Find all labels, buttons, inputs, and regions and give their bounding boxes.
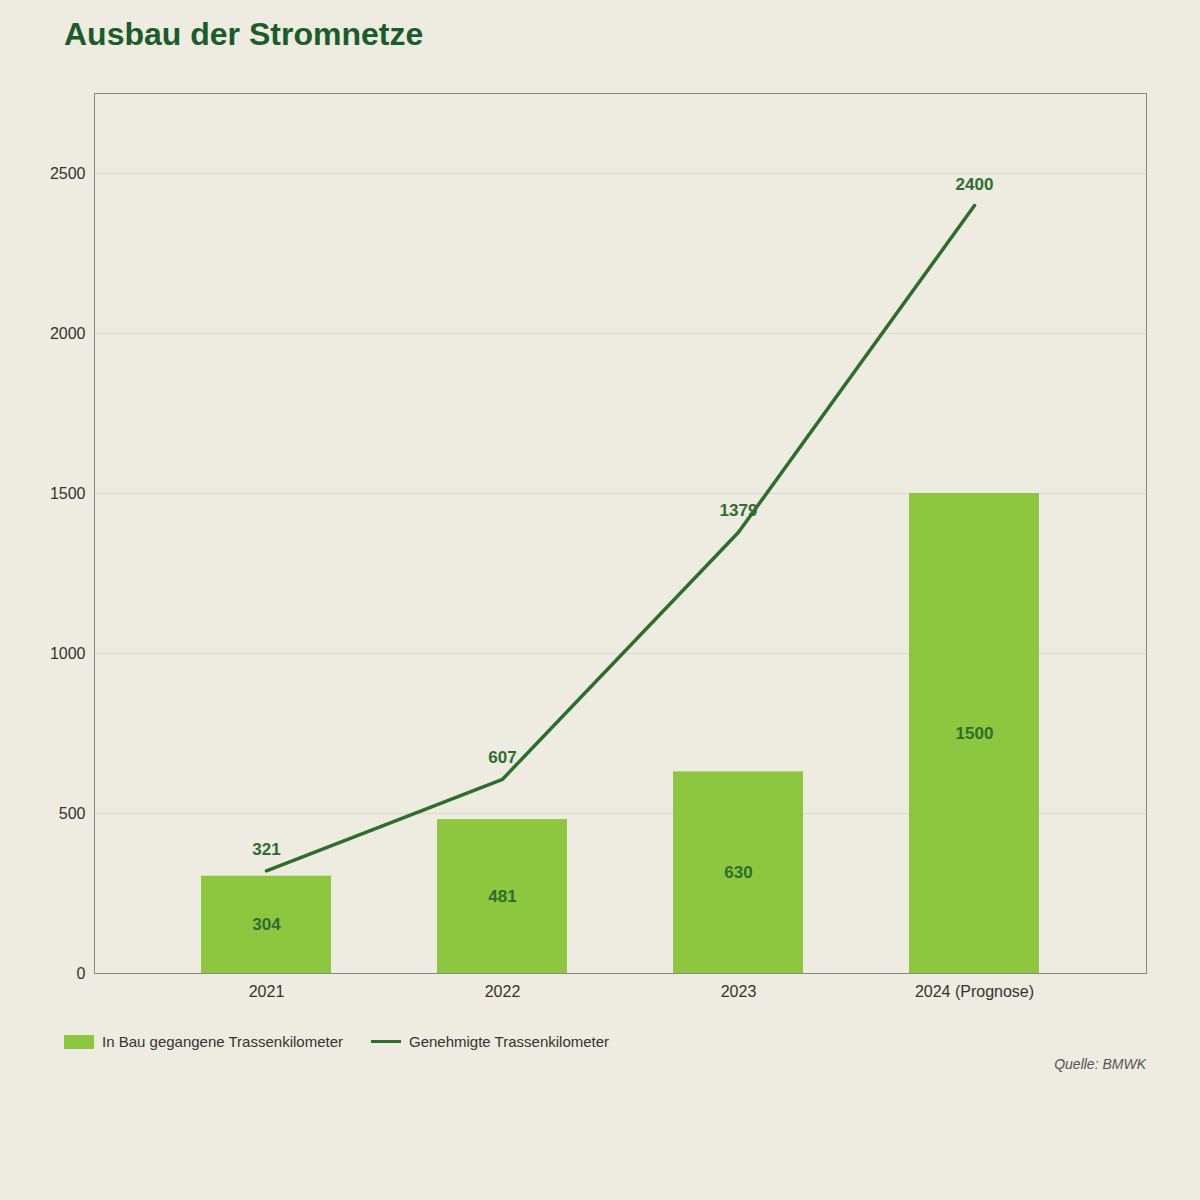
- svg-text:1000: 1000: [50, 645, 86, 662]
- svg-text:2400: 2400: [956, 175, 994, 194]
- svg-text:481: 481: [488, 887, 516, 906]
- svg-text:1500: 1500: [956, 724, 994, 743]
- svg-text:1379: 1379: [720, 501, 758, 520]
- svg-text:2024 (Prognose): 2024 (Prognose): [915, 983, 1034, 1000]
- svg-text:2022: 2022: [485, 983, 521, 1000]
- html-text:In Bau gegangene Trassenkilome: In Bau gegangene Trassenkilometer: [102, 1033, 343, 1050]
- svg-text:304: 304: [252, 915, 281, 934]
- svg-text:321: 321: [252, 840, 280, 859]
- svg-text:1500: 1500: [50, 485, 86, 502]
- svg-text:2500: 2500: [50, 165, 86, 182]
- html-text:Genehmigte Trassenkilometer: Genehmigte Trassenkilometer: [409, 1033, 610, 1050]
- svg-text:2023: 2023: [721, 983, 757, 1000]
- html-text:Quelle: BMWK: Quelle: BMWK: [1054, 1056, 1146, 1072]
- svg-text:2021: 2021: [249, 983, 285, 1000]
- svg-text:2000: 2000: [50, 325, 86, 342]
- svg-text:607: 607: [488, 748, 516, 767]
- html-text:Ausbau der Stromnetze: Ausbau der Stromnetze: [64, 16, 424, 52]
- svg-text:0: 0: [77, 965, 86, 982]
- svg-text:500: 500: [59, 805, 86, 822]
- svg-text:630: 630: [724, 863, 752, 882]
